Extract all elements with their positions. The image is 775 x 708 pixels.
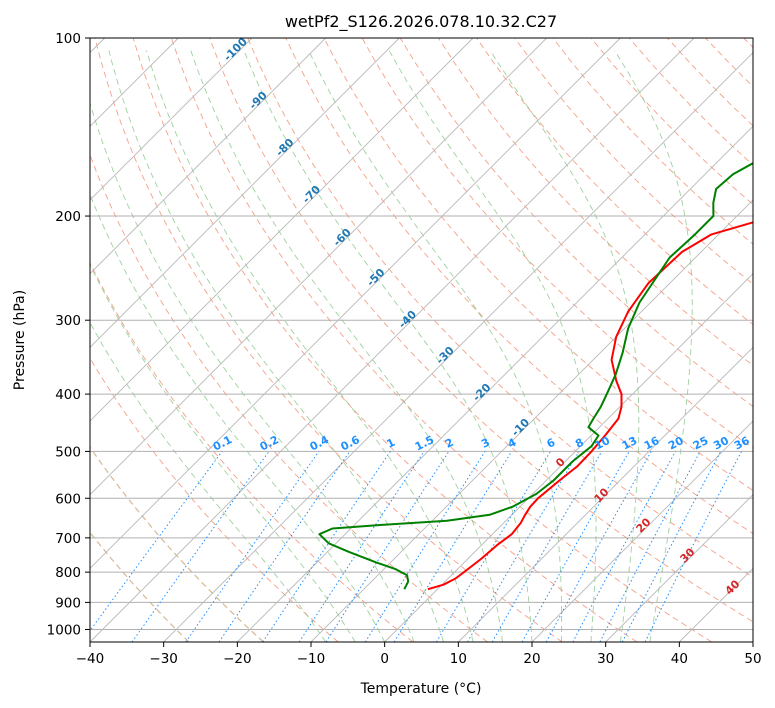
- moist-adiabat: [90, 321, 327, 642]
- profiles: [318, 162, 753, 591]
- y-tick-label: 600: [55, 491, 81, 507]
- y-tick-label: 700: [55, 531, 81, 547]
- x-tick-label: 40: [671, 651, 688, 667]
- moist-adiabat: [146, 50, 474, 642]
- mixing-ratio-label: 10: [592, 434, 612, 453]
- y-tick-label: 100: [55, 31, 81, 47]
- chart-title: wetPf2_S126.2026.078.10.32.C27: [285, 12, 557, 32]
- mixing-ratio-line: [572, 451, 676, 642]
- x-tick-label: −40: [76, 651, 105, 667]
- isotherm-line: [90, 38, 474, 422]
- x-tick-label: −30: [149, 651, 178, 667]
- x-tick-label: 50: [744, 651, 761, 667]
- mixing-ratio-line: [298, 451, 425, 642]
- dry-adiabat: [476, 38, 753, 326]
- mixing-ratio-line: [325, 451, 450, 642]
- skewed-isotherms: [90, 38, 753, 642]
- isotherm-line: [90, 38, 253, 201]
- mixing-ratio-label: 16: [642, 434, 662, 453]
- x-tick-label: 20: [523, 651, 540, 667]
- mixing-ratio-line: [545, 451, 652, 642]
- x-axis-title: Temperature (°C): [360, 681, 482, 697]
- mixing-ratio-lines: [90, 451, 742, 642]
- mixing-ratio-line: [621, 451, 722, 642]
- isotherm-line: [90, 38, 621, 569]
- pressure-gridlines: [90, 38, 753, 630]
- y-tick-label: 1000: [47, 622, 81, 638]
- dry-adiabat: [247, 38, 753, 578]
- dry-adiabat: [90, 357, 339, 642]
- isotherm-line: [310, 199, 753, 642]
- y-tick-label: 200: [55, 209, 81, 225]
- y-axis-title: Pressure (hPa): [12, 290, 28, 390]
- dry-adiabat: [90, 261, 414, 642]
- mixing-ratio-line: [131, 451, 270, 642]
- isotherm-line: [237, 125, 753, 642]
- isotherm-line: [90, 38, 400, 348]
- dry-adiabat: [323, 38, 753, 492]
- mixing-ratio-line: [185, 451, 320, 642]
- y-tick-label: 500: [55, 444, 81, 460]
- y-tick-label: 800: [55, 565, 81, 581]
- dry-adiabat: [132, 38, 638, 642]
- x-tick-label: 10: [450, 651, 467, 667]
- dry-adiabats: [90, 38, 753, 642]
- y-tick-label: 400: [55, 387, 81, 403]
- y-axis-ticks: 100 200 300 400 500 600 700 800 900 1000: [47, 31, 90, 638]
- x-tick-label: −20: [223, 651, 252, 667]
- mixing-ratio-line: [644, 451, 742, 642]
- mixing-ratio-label: 25: [691, 434, 711, 453]
- mixing-ratio-label: 13: [620, 434, 640, 453]
- plot-frame: [89, 37, 754, 643]
- moist-adiabat: [190, 50, 503, 642]
- dry-adiabat: [285, 38, 753, 535]
- x-tick-label: 0: [380, 651, 389, 667]
- moist-adiabat: [243, 50, 533, 642]
- moist-adiabats: [90, 50, 693, 642]
- isotherm-line: [605, 494, 753, 642]
- isotherm-line: [458, 346, 753, 642]
- mixing-ratio-line: [521, 451, 630, 642]
- y-tick-label: 300: [55, 313, 81, 329]
- moist-adiabat: [489, 50, 640, 642]
- isotherm-line: [90, 38, 326, 275]
- isotherm-line: [531, 420, 753, 642]
- moist-adiabat: [108, 50, 445, 642]
- isotherm-line: [163, 52, 753, 642]
- dewpoint-profile-line: [318, 162, 753, 590]
- x-axis-ticks: −40 −30 −20 −10 0 10 20 30 40 50: [76, 642, 762, 667]
- dry-adiabat: [94, 38, 563, 642]
- isotherm-line: [90, 38, 547, 496]
- mixing-ratio-label: 36: [732, 434, 752, 453]
- mixing-ratio-line: [393, 451, 513, 642]
- moist-adiabat: [614, 50, 693, 642]
- mixing-ratio-line: [90, 451, 223, 632]
- mixing-ratio-line: [262, 451, 391, 642]
- y-tick-label: 900: [55, 595, 81, 611]
- dry-adiabat: [170, 38, 712, 642]
- dry-adiabat: [90, 446, 264, 642]
- moist-adiabat: [90, 263, 356, 642]
- dry-adiabat: [514, 38, 753, 285]
- isotherm-line: [384, 273, 753, 642]
- moist-adiabat: [90, 101, 415, 642]
- isotherm-line: [90, 38, 695, 642]
- temperature-profile-line: [427, 221, 753, 591]
- mixing-ratio-label: 30: [711, 434, 731, 453]
- x-tick-label: 30: [597, 651, 614, 667]
- moist-adiabat: [308, 50, 563, 642]
- moist-adiabat: [388, 50, 597, 642]
- mixing-ratio-line: [218, 451, 351, 642]
- dry-adiabat: [209, 38, 753, 623]
- mixing-ratio-label: 20: [666, 434, 686, 453]
- x-tick-label: −10: [297, 651, 326, 667]
